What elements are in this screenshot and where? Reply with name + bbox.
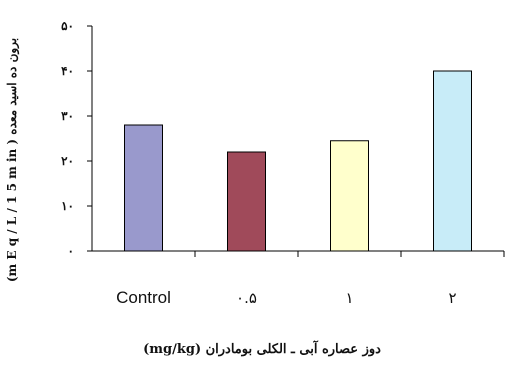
x-tick-label: ۲ xyxy=(448,289,456,307)
x-tick-labels: Control ۰.۵ ۱ ۲ xyxy=(116,251,505,307)
y-tick-label: ۰ xyxy=(68,244,74,258)
bars xyxy=(124,70,472,252)
x-tick-label: ۰.۵ xyxy=(236,289,257,307)
x-tick-label: ۱ xyxy=(345,289,353,307)
x-axis-title: دوز عصاره آبی ـ الکلی بومادران (mg/kg) xyxy=(143,340,381,357)
bar-0 xyxy=(124,124,163,252)
x-tick-label: Control xyxy=(116,288,171,307)
y-tick-label: ۴۰ xyxy=(61,64,74,78)
y-tick-label: ۳۰ xyxy=(61,109,74,123)
bar-1 xyxy=(227,151,266,252)
y-axis-title: (m E q / L / 1 5 m in ) برون ده اسید معد… xyxy=(5,38,20,282)
y-tick-label: ۱۰ xyxy=(61,199,74,213)
bar-3 xyxy=(433,70,472,252)
bar-2 xyxy=(330,140,369,252)
y-tick-label: ۲۰ xyxy=(61,154,74,168)
y-tick-label: ۵۰ xyxy=(61,19,74,33)
y-tick-labels: ۰ ۱۰ ۲۰ ۳۰ ۴۰ ۵۰ xyxy=(61,19,92,258)
